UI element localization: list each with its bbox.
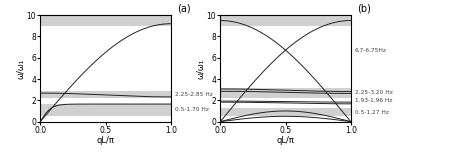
Bar <box>220 15 351 26</box>
Text: 0.5-1.70 Hz: 0.5-1.70 Hz <box>175 107 209 112</box>
Text: (a): (a) <box>177 3 191 13</box>
Y-axis label: ω/ω₁: ω/ω₁ <box>196 58 205 79</box>
X-axis label: qL/π: qL/π <box>97 136 114 145</box>
Bar <box>40 104 171 116</box>
Bar <box>220 88 351 98</box>
Bar <box>40 91 171 98</box>
Bar <box>40 15 171 26</box>
Text: 2.25-2.85 Hz: 2.25-2.85 Hz <box>175 92 213 97</box>
Text: (b): (b) <box>357 3 371 13</box>
Text: 0.5-1.27 Hz: 0.5-1.27 Hz <box>355 110 389 115</box>
Bar <box>220 108 351 116</box>
Text: 6.7-6.75Hz: 6.7-6.75Hz <box>355 48 387 53</box>
Y-axis label: ω/ω₁: ω/ω₁ <box>16 58 25 79</box>
X-axis label: qL/π: qL/π <box>277 136 294 145</box>
Text: 1.93-1.96 Hz: 1.93-1.96 Hz <box>355 98 392 103</box>
Text: 2.25-3.20 Hz: 2.25-3.20 Hz <box>355 90 393 95</box>
